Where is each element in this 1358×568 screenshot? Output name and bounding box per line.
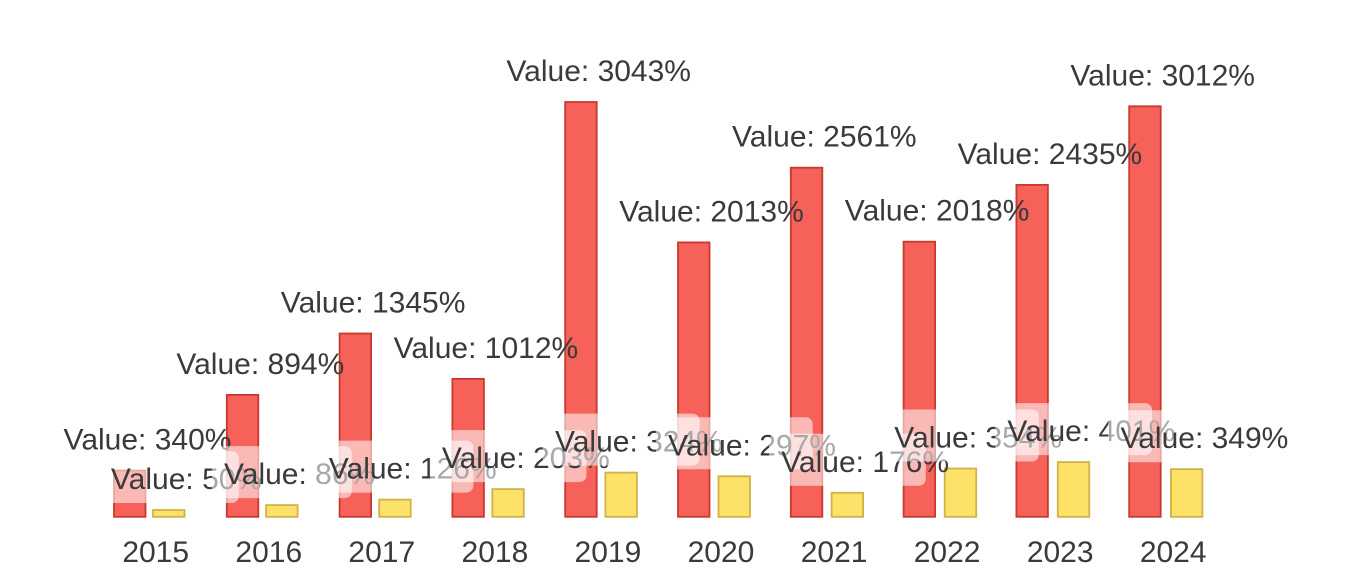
svg-text:Value: 2018%: Value: 2018% bbox=[845, 195, 1030, 228]
svg-text:2024: 2024 bbox=[1140, 536, 1207, 568]
svg-text:Value: 2013%: Value: 2013% bbox=[619, 195, 804, 228]
svg-text:2021: 2021 bbox=[801, 536, 868, 568]
svg-text:Value: 1012%: Value: 1012% bbox=[394, 332, 579, 365]
svg-text:Value: 349%: Value: 349% bbox=[1120, 422, 1288, 455]
svg-text:Value: 894%: Value: 894% bbox=[176, 348, 344, 381]
svg-text:2016: 2016 bbox=[235, 536, 302, 568]
svg-text:2023: 2023 bbox=[1027, 536, 1094, 568]
svg-text:Value: 2435%: Value: 2435% bbox=[958, 138, 1143, 171]
svg-text:2015: 2015 bbox=[122, 536, 189, 568]
svg-text:Value: 2561%: Value: 2561% bbox=[732, 121, 917, 154]
svg-text:2022: 2022 bbox=[914, 536, 981, 568]
svg-text:2020: 2020 bbox=[688, 536, 755, 568]
svg-text:Value: 1345%: Value: 1345% bbox=[281, 287, 466, 320]
svg-text:Value: 3012%: Value: 3012% bbox=[1070, 59, 1255, 92]
svg-text:2018: 2018 bbox=[462, 536, 529, 568]
svg-text:Value: 3043%: Value: 3043% bbox=[506, 55, 691, 88]
svg-text:2017: 2017 bbox=[348, 536, 415, 568]
svg-text:2019: 2019 bbox=[575, 536, 642, 568]
